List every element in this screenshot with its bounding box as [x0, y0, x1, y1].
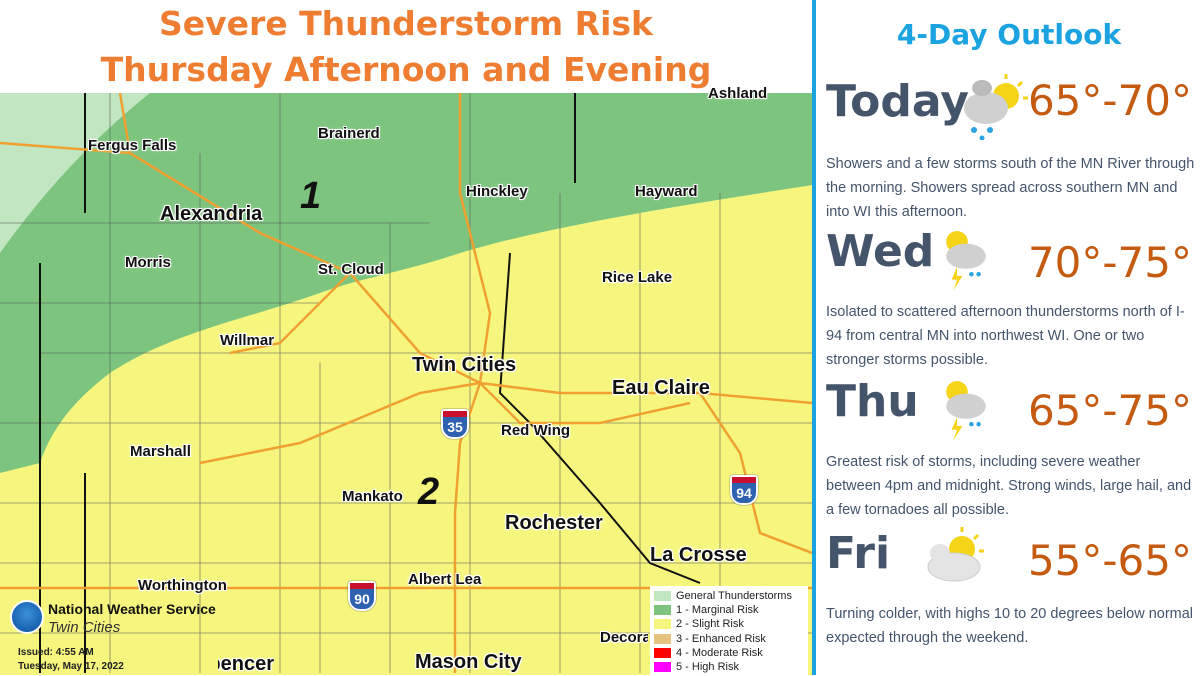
day-desc: Showers and a few storms south of the MN… — [826, 156, 1195, 220]
legend-swatch — [654, 605, 671, 616]
legend-item: 5 - High Risk — [654, 660, 804, 674]
noaa-logo-icon — [10, 600, 44, 634]
city-label: Brainerd — [318, 125, 380, 142]
city-label: Spencer — [218, 653, 274, 675]
issued-info: Issued: 4:55 AM Tuesday, May 17, 2022 — [18, 646, 124, 674]
risk-legend: General Thunderstorms 1 - Marginal Risk … — [650, 586, 808, 675]
legend-item: 2 - Slight Risk — [654, 617, 804, 631]
legend-swatch — [654, 619, 671, 630]
issued-date: Tuesday, May 17, 2022 — [18, 661, 124, 672]
day-name: Thu — [826, 376, 919, 427]
general-thunder-area — [0, 93, 150, 253]
city-label: Worthington — [138, 577, 227, 594]
day-desc: Turning colder, with highs 10 to 20 degr… — [826, 606, 1194, 646]
city-label: Mankato — [342, 488, 403, 505]
legend-label: 4 - Moderate Risk — [676, 646, 763, 659]
day-temp: 70°-75° — [1027, 238, 1192, 287]
city-label: Fergus Falls — [88, 137, 177, 154]
city-label: Hinckley — [466, 183, 528, 200]
legend-swatch — [654, 633, 671, 644]
risk-label-slight: 2 — [418, 471, 440, 513]
issued-time: Issued: 4:55 AM — [18, 647, 94, 658]
legend-item: 3 - Enhanced Risk — [654, 632, 804, 646]
legend-label: 5 - High Risk — [676, 661, 739, 674]
outlook-title: 4-Day Outlook — [896, 18, 1122, 51]
interstate-94-shield: 94 — [730, 475, 758, 505]
thunderstorm-partly-sunny-icon — [946, 381, 986, 441]
legend-item: General Thunderstorms — [654, 589, 804, 603]
city-label: Eau Claire — [612, 377, 710, 399]
panel-divider — [812, 0, 816, 675]
city-label: Mason City — [415, 651, 522, 673]
city-label: Red Wing — [501, 422, 571, 439]
legend-label: 3 - Enhanced Risk — [676, 632, 766, 645]
partly-cloudy-icon — [927, 527, 984, 582]
legend-item: 4 - Moderate Risk — [654, 646, 804, 660]
risk-map-panel: Severe Thunderstorm Risk Thursday Aftern… — [0, 4, 812, 675]
map-title-line2: Thursday Afternoon and Evening — [100, 50, 712, 89]
office-sub: Twin Cities — [48, 619, 121, 636]
day-desc: Greatest risk of storms, including sever… — [826, 454, 1192, 518]
city-label: Alexandria — [160, 203, 263, 225]
city-label: St. Cloud — [318, 261, 384, 278]
city-label: Twin Cities — [412, 354, 517, 376]
day-name: Wed — [826, 226, 935, 277]
office-name: National Weather Service — [48, 601, 216, 617]
interstate-35-shield: 35 — [441, 409, 469, 439]
legend-label: General Thunderstorms — [676, 590, 792, 603]
legend-label: 1 - Marginal Risk — [676, 604, 759, 617]
city-label: La Crosse — [650, 544, 747, 566]
outlook-panel: 4-Day Outlook Today 65°-70° Showers and … — [818, 0, 1200, 675]
day-name: Fri — [826, 528, 891, 579]
thunderstorm-partly-sunny-icon — [946, 231, 986, 291]
map-background — [0, 93, 812, 675]
day-temp: 65°-70° — [1027, 76, 1192, 125]
legend-swatch — [654, 662, 671, 673]
legend-label: 2 - Slight Risk — [676, 618, 744, 631]
city-label: Marshall — [130, 443, 191, 460]
city-label: Albert Lea — [408, 571, 482, 588]
city-label: Ashland — [708, 85, 768, 102]
marginal-risk-area — [0, 93, 812, 473]
day-temp: 55°-65° — [1027, 536, 1192, 585]
city-label: Morris — [125, 254, 171, 271]
risk-label-marginal: 1 — [300, 175, 322, 217]
day-desc: Isolated to scattered afternoon thunders… — [826, 304, 1185, 368]
city-label: Hayward — [635, 183, 698, 200]
city-label: Decorah — [600, 629, 648, 646]
day-name: Today — [826, 76, 969, 127]
day-temp: 65°-75° — [1027, 386, 1192, 435]
city-label: Willmar — [220, 332, 275, 349]
showers-partly-sunny-icon — [964, 74, 1028, 140]
city-label: Rice Lake — [602, 269, 673, 286]
legend-swatch — [654, 591, 671, 602]
risk-map: 1 2 Ashland Brainerd Fergus Falls Alexan… — [0, 85, 812, 675]
city-label: Rochester — [505, 512, 603, 534]
map-title-line1: Severe Thunderstorm Risk — [158, 4, 653, 43]
legend-swatch — [654, 647, 671, 658]
legend-item: 1 - Marginal Risk — [654, 603, 804, 617]
interstate-90-shield: 90 — [348, 581, 376, 611]
